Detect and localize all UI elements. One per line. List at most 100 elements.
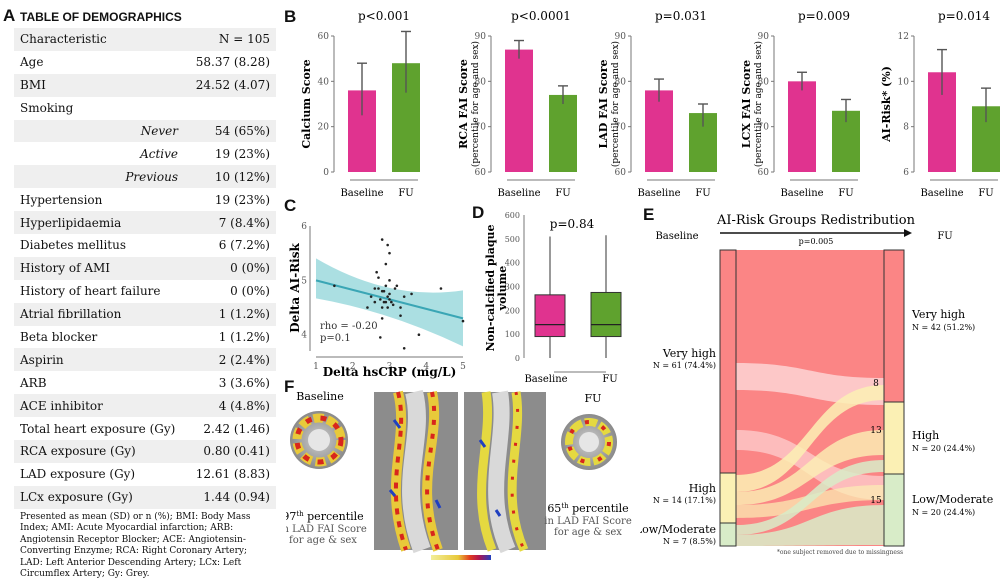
table-row: ARB 3 (3.6%) (14, 371, 276, 394)
row-label: History of heart failure (20, 284, 161, 299)
scatter-point (373, 287, 377, 290)
table-row: Age 58.37 (8.28) (14, 51, 276, 74)
row-value: 10 (12%) (214, 169, 270, 184)
row-label: Total heart exposure (Gy) (20, 421, 176, 436)
y-tick-label: 5 (301, 276, 307, 286)
flow-high-to-very-high (736, 385, 884, 492)
panel-d-boxplot: 0 100 200 300 400 500 600 p=0.84 Non-calcified p… (484, 211, 622, 385)
x-tick-label: FU (555, 188, 570, 199)
scatter-point (380, 238, 384, 241)
flow-high-to-high (736, 430, 884, 505)
scatter-point (382, 289, 386, 293)
table-row: Active 19 (23%) (14, 142, 276, 165)
y-axis-label: Non-calcified plaque (484, 224, 497, 351)
scatter-point (388, 279, 391, 282)
panel-e-sankey: AI-Risk Groups Redistribution p=0.005 Base… (640, 213, 993, 556)
bar-baseline (505, 49, 533, 172)
scatter-point (417, 333, 421, 336)
x-tick-label: FU (602, 374, 617, 385)
y-tick-label: 60 (318, 32, 330, 42)
flow-label: 15 (870, 496, 882, 506)
row-label: Hyperlipidaemia (20, 215, 122, 230)
row-label: Diabetes mellitus (20, 238, 126, 253)
y-tick-label: 400 (505, 259, 520, 268)
sankey-right-axis-label: FU (937, 231, 952, 242)
right-node-name: High (912, 429, 939, 442)
panel-label-f: F (284, 377, 295, 396)
y-axis-label: Calcium Score (300, 59, 313, 148)
f-baseline-label: Baseline (296, 390, 343, 403)
row-value: 7 (8.4%) (218, 215, 270, 230)
table-row: Smoking (14, 97, 276, 120)
y-tick-label: 80 (758, 77, 770, 87)
table-row: History of AMI 0 (0%) (14, 256, 276, 280)
panel-f-images: Baseline FU 97th percentile in LAD FAI S… (286, 389, 632, 560)
sankey-pvalue: p=0.005 (799, 237, 834, 246)
p-annotation: p=0.1 (320, 333, 351, 344)
y-tick-label: 100 (505, 330, 520, 339)
y-tick-label: 80 (615, 77, 627, 87)
scatter-point (391, 303, 395, 307)
table-row: LCx exposure (Gy) 1.44 (0.94) (14, 485, 276, 509)
node-left-very-high (719, 249, 737, 474)
x-tick-label: Baseline (780, 188, 823, 199)
row-value: 0.80 (0.41) (203, 444, 270, 459)
left-node-detail: N = 7 (8.5%) (663, 537, 716, 546)
row-label: ARB (20, 375, 47, 390)
y-tick-label: 500 (505, 235, 520, 244)
y-tick-label: 8 (903, 123, 909, 133)
scatter-point (379, 336, 382, 339)
row-label: BMI (20, 78, 46, 93)
scatter-point (382, 300, 386, 304)
row-value: 19 (23%) (214, 192, 270, 207)
bar-chart-3: p=0.031 60 70 80 90 LAD FAI Score (percentile … (597, 9, 717, 199)
x-tick-label: Baseline (497, 188, 540, 199)
scatter-point (377, 276, 380, 279)
x-tick-label: FU (695, 188, 710, 199)
x-tick-label: Baseline (524, 374, 567, 385)
y-tick-label: 70 (615, 123, 627, 133)
scatter-point (395, 284, 399, 288)
table-row: Beta blocker 1 (1.2%) (14, 326, 276, 349)
scatter-point (384, 262, 388, 266)
scatter-point (380, 317, 384, 320)
y-axis-label: AI-Risk* (%) (880, 66, 893, 143)
box-baseline (534, 294, 566, 338)
y-tick-label: 40 (318, 77, 330, 87)
left-node-name: High (689, 482, 716, 495)
x-axis-label: Delta hsCRP (mg/L) (323, 365, 457, 379)
left-node-name: Very high (662, 347, 716, 360)
flow-very-high-to-high (736, 363, 884, 405)
node-right-low (883, 473, 905, 547)
bar-chart-pvalue: p=0.009 (798, 9, 850, 23)
fu-vessel-image (464, 390, 546, 554)
panel-label-c: C (284, 196, 297, 215)
scatter-point (375, 270, 378, 274)
y-axis-label: RCA FAI Score (457, 59, 470, 149)
flow-label: 13 (870, 426, 882, 436)
confidence-band (316, 258, 463, 347)
row-label: Age (20, 55, 44, 70)
f-right-caption-line3: for age & sex (554, 527, 622, 538)
y-tick-label: 200 (505, 306, 520, 315)
y-tick-label: 80 (475, 77, 487, 87)
table-title: TABLE OF DEMOGRAPHICS (20, 10, 182, 24)
table-row: Previous 10 (12%) (14, 165, 276, 189)
row-value: 12.61 (8.83) (195, 467, 270, 482)
scatter-point (369, 295, 373, 298)
scatter-point (461, 319, 465, 323)
panel-c-scatter: 1 2 3 4 5 4 5 6 Delta hsCRP (mg/L) Delta AI-Risk r… (288, 222, 466, 379)
f-left-caption-line1: 97th percentile (286, 510, 364, 523)
x-tick-label: FU (978, 188, 993, 199)
scatter-point (388, 298, 391, 301)
x-tick-label: 4 (423, 362, 429, 372)
y-axis-label: LAD FAI Score (597, 59, 610, 148)
row-value: 6 (7.2%) (218, 238, 270, 253)
y-tick-label: 70 (758, 123, 770, 133)
scatter-point (393, 287, 397, 290)
node-right-very-high (883, 249, 905, 403)
x-tick-label: 2 (350, 362, 356, 372)
sankey-note: *one subject removed due to missingness (777, 549, 903, 556)
table-row: Atrial fibrillation 1 (1.2%) (14, 302, 276, 326)
row-value: 3 (3.6%) (218, 375, 270, 390)
